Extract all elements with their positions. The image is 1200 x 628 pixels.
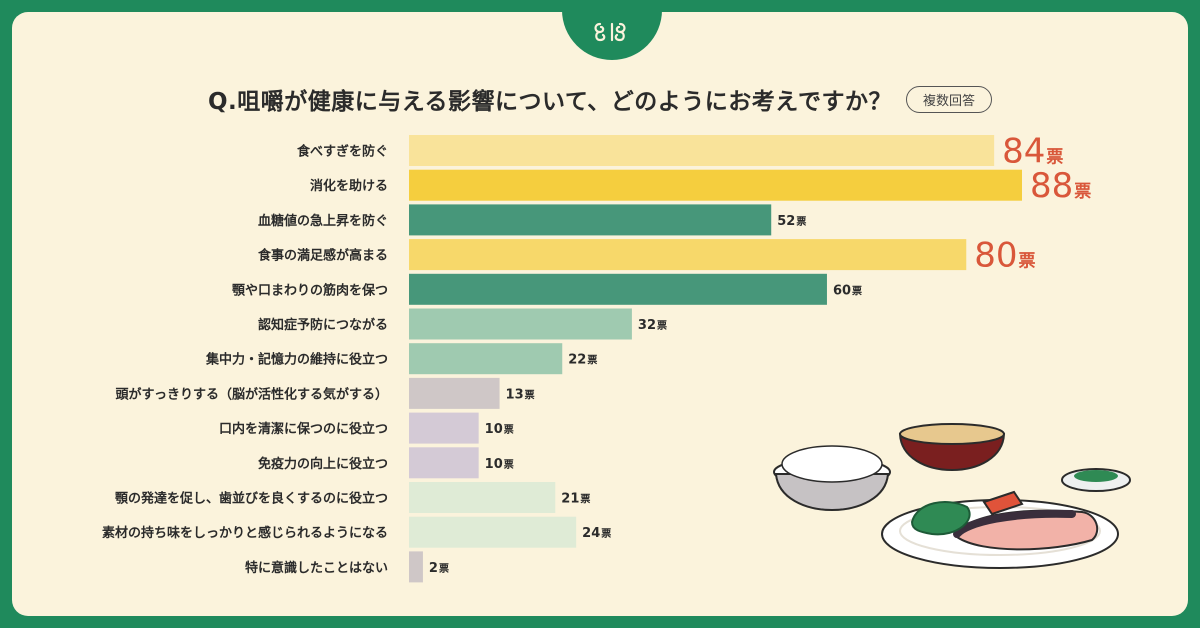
bar (409, 516, 577, 548)
bar (409, 273, 827, 305)
bar (409, 135, 995, 166)
value-label: 10票 (485, 457, 514, 472)
bar (409, 308, 632, 340)
category-label: 素材の持ち味をしっかりと感じられるようになる (102, 525, 388, 541)
category-label: 認知症予防につながる (258, 317, 388, 333)
category-label: 免疫力の向上に役立つ (258, 456, 388, 472)
bar (409, 412, 479, 444)
value-label: 52票 (777, 214, 806, 229)
meal-illustration (773, 423, 1131, 569)
value-label: 80票 (974, 236, 1035, 276)
bar (409, 204, 772, 236)
multiple-answer-badge: 複数回答 (906, 85, 993, 113)
category-label: 消化を助ける (310, 178, 388, 194)
bar (409, 377, 500, 409)
category-label: 頭がすっきりする（脳が活性化する気がする） (116, 386, 388, 402)
bar (409, 482, 556, 513)
value-label: 10票 (485, 422, 514, 437)
bar (409, 447, 479, 479)
value-label: 32票 (638, 318, 667, 333)
bar (409, 169, 1022, 201)
bar (409, 343, 563, 375)
bar (409, 239, 967, 271)
category-label: 集中力・記憶力の維持に役立つ (205, 352, 388, 368)
category-label: 食事の満足感が高まる (258, 248, 388, 264)
value-label: 60票 (833, 283, 862, 298)
value-label: 13票 (506, 387, 535, 402)
chart-card: Q.咀嚼が健康に与える影響について、どのようにお考えですか？ 複数回答 (12, 4, 1188, 616)
chart-title: Q.咀嚼が健康に与える影響について、どのようにお考えですか？ (207, 89, 893, 115)
value-label: 22票 (568, 353, 597, 368)
brand-logo-icon (594, 22, 626, 42)
value-label: 2票 (429, 561, 449, 576)
value-label: 24票 (582, 526, 611, 541)
value-label: 88票 (1030, 166, 1091, 206)
value-label: 21票 (561, 492, 590, 507)
category-label: 特に意識したことはない (245, 560, 388, 576)
category-label: 顎や口まわりの筋肉を保つ (232, 282, 388, 298)
category-label: 血糖値の急上昇を防ぐ (258, 213, 388, 229)
title-row: Q.咀嚼が健康に与える影響について、どのようにお考えですか？ 複数回答 (12, 82, 1188, 116)
value-label: 84票 (1002, 132, 1063, 172)
bar (409, 551, 423, 583)
category-label: 食べすぎを防ぐ (297, 144, 388, 160)
category-label: 口内を清潔に保つのに役立つ (219, 421, 388, 437)
category-label: 顎の発達を促し、歯並びを良くするのに役立つ (115, 491, 388, 507)
